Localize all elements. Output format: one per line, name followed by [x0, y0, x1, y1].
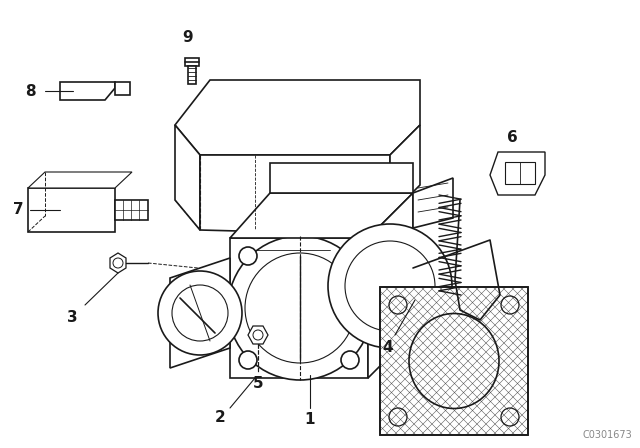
Bar	[188, 66, 196, 84]
Polygon shape	[490, 152, 545, 195]
Polygon shape	[368, 193, 413, 378]
Circle shape	[172, 285, 228, 341]
Polygon shape	[255, 230, 330, 270]
Polygon shape	[28, 172, 132, 188]
Circle shape	[341, 351, 359, 369]
Circle shape	[239, 351, 257, 369]
Text: 4: 4	[383, 340, 394, 354]
Text: 5: 5	[253, 375, 263, 391]
Polygon shape	[230, 193, 413, 238]
Ellipse shape	[409, 314, 499, 409]
Circle shape	[239, 247, 257, 265]
Circle shape	[328, 224, 452, 348]
Polygon shape	[170, 258, 230, 368]
Polygon shape	[115, 82, 130, 95]
Circle shape	[253, 330, 263, 340]
Circle shape	[389, 408, 407, 426]
Polygon shape	[110, 253, 126, 273]
Text: 2: 2	[214, 410, 225, 426]
Polygon shape	[175, 125, 200, 230]
Text: 6: 6	[507, 130, 517, 146]
Polygon shape	[200, 155, 390, 235]
Bar	[380, 287, 528, 435]
Bar	[185, 58, 199, 66]
Polygon shape	[28, 188, 115, 232]
Polygon shape	[60, 82, 115, 100]
Circle shape	[501, 296, 519, 314]
Text: 7: 7	[13, 202, 23, 217]
Polygon shape	[115, 200, 148, 220]
Text: C0301673: C0301673	[582, 430, 632, 440]
Circle shape	[228, 236, 372, 380]
Polygon shape	[230, 238, 368, 378]
Circle shape	[245, 253, 355, 363]
Circle shape	[345, 241, 435, 331]
Bar	[380, 287, 528, 435]
Polygon shape	[248, 326, 268, 344]
Text: 8: 8	[25, 83, 35, 99]
Polygon shape	[413, 178, 453, 228]
Text: 1: 1	[305, 413, 316, 427]
Polygon shape	[390, 125, 420, 215]
Circle shape	[389, 296, 407, 314]
Text: 3: 3	[67, 310, 77, 326]
Circle shape	[113, 258, 123, 268]
Circle shape	[158, 271, 242, 355]
Polygon shape	[270, 163, 413, 193]
Bar	[505, 162, 535, 184]
Text: 9: 9	[182, 30, 193, 46]
Polygon shape	[175, 80, 420, 155]
Circle shape	[501, 408, 519, 426]
Circle shape	[341, 247, 359, 265]
